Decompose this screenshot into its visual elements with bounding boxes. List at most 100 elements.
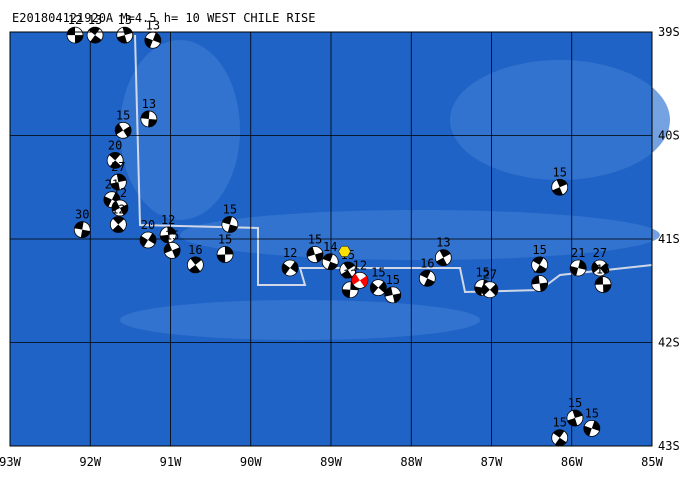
depth-label: 21 <box>105 178 119 192</box>
beachball-quadrant <box>222 216 238 233</box>
beachball-quadrant <box>552 179 568 196</box>
focal-mechanism <box>163 241 181 259</box>
focal-mechanism <box>216 246 234 263</box>
focal-mechanism <box>531 275 549 292</box>
focal-mechanism <box>321 253 339 271</box>
depth-label: 15 <box>596 263 610 277</box>
beachball-quadrant <box>67 27 83 44</box>
x-tick-label: 93W <box>0 455 22 469</box>
depth-label: 16 <box>420 256 434 270</box>
depth-label: 20 <box>108 138 122 152</box>
beachball-quadrant <box>583 420 600 436</box>
focal-mechanism <box>418 269 436 287</box>
focal-mechanism <box>594 276 612 293</box>
beachball-quadrant <box>140 110 157 127</box>
depth-label: 13 <box>118 13 132 27</box>
depth-label: 12 <box>353 258 367 272</box>
beachball-quadrant <box>109 152 122 169</box>
beachball-quadrant <box>570 260 587 276</box>
focal-mechanism <box>281 259 299 277</box>
depth-label: 13 <box>436 236 450 250</box>
map-frame <box>9 31 653 447</box>
beachball-quadrant <box>436 249 451 266</box>
focal-mechanism <box>140 110 158 128</box>
focal-mechanism <box>111 199 129 217</box>
beachball-quadrant <box>110 174 127 191</box>
beachball-quadrant <box>322 253 338 270</box>
depth-label: 21 <box>571 246 585 260</box>
y-tick-label: 40S <box>658 129 680 143</box>
focal-mechanism <box>86 26 104 44</box>
y-tick-label: 41S <box>658 232 680 246</box>
depth-label: 12 <box>68 13 82 27</box>
depth-label: 14 <box>323 240 337 254</box>
depth-label: 13 <box>146 18 160 32</box>
focal-mechanism <box>434 249 452 267</box>
beachball-quadrant <box>384 287 401 303</box>
depth-label: 30 <box>75 208 89 222</box>
depth-label: 15 <box>386 273 400 287</box>
depth-label: 15 <box>568 396 582 410</box>
y-tick-label: 42S <box>658 336 680 350</box>
focal-mechanism <box>106 151 124 169</box>
beachball-quadrant <box>88 27 102 44</box>
bathymetry <box>120 40 670 340</box>
depth-label: 13 <box>142 97 156 111</box>
focal-mechanism <box>531 256 549 274</box>
focal-mechanism <box>139 231 157 249</box>
focal-mechanism <box>144 31 162 49</box>
beachball-quadrant <box>111 200 128 216</box>
depth-label: 27 <box>593 246 607 260</box>
beachball-quadrant <box>189 256 202 273</box>
depth-label: 15 <box>116 108 130 122</box>
y-tick-label: 39S <box>658 25 680 39</box>
beachball-quadrant <box>112 216 125 233</box>
x-tick-label: 85W <box>641 455 663 469</box>
focal-mechanism <box>566 409 584 427</box>
beachball-quadrant <box>595 276 612 293</box>
beachball-quadrant <box>282 261 299 275</box>
beachball-quadrant <box>160 226 176 243</box>
beachball-quadrant <box>164 243 181 258</box>
beachball-quadrant <box>74 221 91 238</box>
beachball-quadrant <box>370 281 387 294</box>
beachball-quadrant <box>144 32 161 48</box>
focal-mechanism <box>186 256 204 274</box>
x-tick-label: 89W <box>320 455 342 469</box>
beachball-quadrant <box>531 275 548 292</box>
focal-mechanism <box>159 226 177 244</box>
depth-label: 27 <box>483 268 497 282</box>
beachball-quadrant <box>481 284 498 296</box>
beachball-quadrant <box>217 246 234 263</box>
depth-label: 12 <box>111 203 125 217</box>
focal-mechanism <box>66 26 84 44</box>
depth-label: 15 <box>552 416 566 430</box>
x-tick-label: 90W <box>240 455 262 469</box>
focal-mechanism <box>351 271 369 289</box>
beachball-quadrant <box>567 410 583 427</box>
depth-label: 12 <box>161 213 175 227</box>
beachball-quadrant <box>103 192 120 207</box>
focal-mechanism <box>109 173 127 191</box>
beachball-quadrant <box>341 262 355 279</box>
beachball-quadrant <box>115 123 132 138</box>
x-tick-label: 88W <box>400 455 422 469</box>
focal-mechanism <box>591 259 609 277</box>
depth-label: 15 <box>165 228 179 242</box>
focal-mechanism <box>384 286 402 304</box>
focal-mechanism <box>551 178 569 196</box>
beachball-quadrant <box>306 246 323 263</box>
beachball-quadrant <box>420 270 435 287</box>
depth-label: 15 <box>308 233 322 247</box>
x-tick-label: 92W <box>79 455 101 469</box>
main-event <box>338 245 351 257</box>
beachball-quadrant <box>553 429 567 446</box>
depth-label: 12 <box>283 246 297 260</box>
depth-label: 15 <box>552 165 566 179</box>
focal-mechanism <box>551 429 569 447</box>
x-tick-label: 91W <box>160 455 182 469</box>
depth-label: 16 <box>188 243 202 257</box>
focal-mechanism <box>114 121 132 139</box>
